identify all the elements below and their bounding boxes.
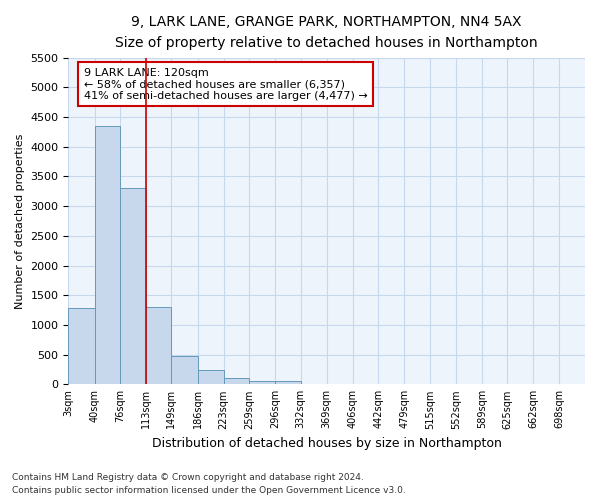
Text: Contains HM Land Registry data © Crown copyright and database right 2024.
Contai: Contains HM Land Registry data © Crown c… bbox=[12, 474, 406, 495]
Bar bbox=[275, 382, 301, 384]
Bar bbox=[120, 188, 146, 384]
Y-axis label: Number of detached properties: Number of detached properties bbox=[15, 134, 25, 308]
Bar bbox=[172, 356, 197, 384]
Bar bbox=[249, 382, 275, 384]
Bar bbox=[224, 378, 249, 384]
Title: 9, LARK LANE, GRANGE PARK, NORTHAMPTON, NN4 5AX
Size of property relative to det: 9, LARK LANE, GRANGE PARK, NORTHAMPTON, … bbox=[115, 15, 538, 50]
Bar bbox=[146, 307, 172, 384]
Bar bbox=[197, 370, 224, 384]
Bar bbox=[95, 126, 120, 384]
Bar bbox=[68, 308, 95, 384]
Text: 9 LARK LANE: 120sqm
← 58% of detached houses are smaller (6,357)
41% of semi-det: 9 LARK LANE: 120sqm ← 58% of detached ho… bbox=[84, 68, 368, 100]
X-axis label: Distribution of detached houses by size in Northampton: Distribution of detached houses by size … bbox=[152, 437, 502, 450]
